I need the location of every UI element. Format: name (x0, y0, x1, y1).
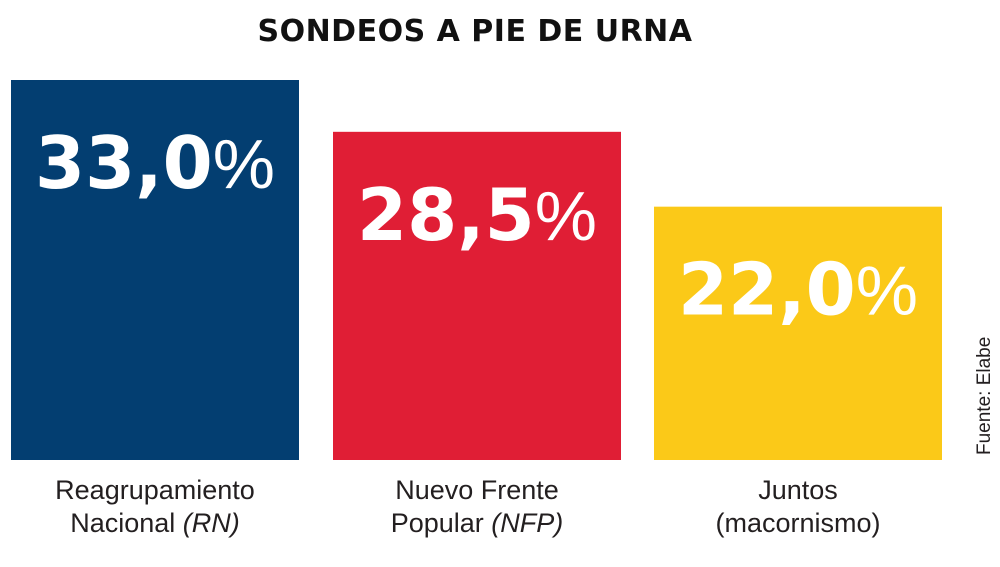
bars-layer (11, 80, 942, 460)
category-label-1-line1: Reagrupamiento (55, 475, 255, 505)
bar-value-unit: % (535, 177, 597, 255)
bar-value-number: 28,5 (357, 173, 535, 257)
bar-value-unit: % (856, 252, 918, 330)
category-abbr: (RN) (183, 508, 240, 538)
bar-value-label-3: 22,0% (678, 248, 918, 332)
bar-value-unit: % (213, 125, 275, 203)
bar-value-label-2: 28,5% (357, 173, 597, 257)
category-label-2-line2: Popular (NFP) (391, 508, 564, 538)
category-abbr: (NFP) (491, 508, 563, 538)
bar-value-number: 22,0 (678, 248, 856, 332)
category-label-1-line2: Nacional (RN) (70, 508, 240, 538)
category-label-3-line2: (macornismo) (715, 508, 880, 538)
bar-value-label-1: 33,0% (35, 121, 275, 205)
bar-3 (654, 206, 942, 460)
category-label-2-line1: Nuevo Frente (395, 475, 559, 505)
category-label-3-line1: Juntos (758, 475, 838, 505)
chart-title: SONDEOS A PIE DE URNA (257, 14, 693, 49)
bar-1 (11, 80, 299, 460)
bar-value-number: 33,0 (35, 121, 213, 205)
bar-2 (333, 131, 621, 460)
source-note: Fuente: Elabe (974, 337, 995, 455)
